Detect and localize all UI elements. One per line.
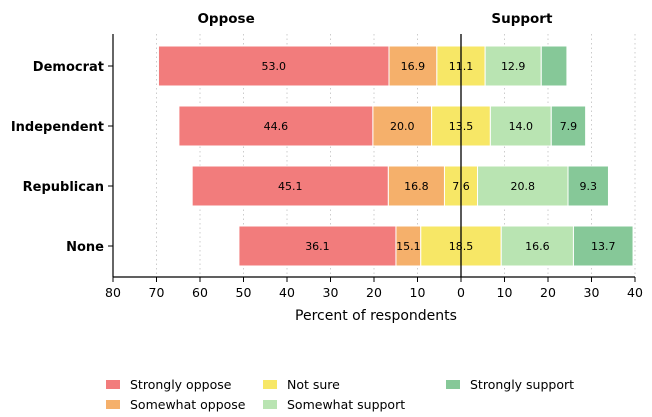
category-label: Republican: [23, 180, 104, 195]
data-label: 16.6: [525, 240, 550, 253]
legend: Strongly oppose Somewhat oppose Not sure So…: [106, 377, 626, 417]
legend-swatch: [106, 380, 120, 389]
data-label: 16.9: [401, 60, 426, 73]
legend-item: Somewhat support: [263, 397, 405, 412]
data-label: 16.8: [404, 180, 429, 193]
bar-segment: [489, 105, 552, 147]
bar-segment: [500, 225, 574, 267]
data-label: 53.0: [261, 60, 286, 73]
x-tick-label: 30: [584, 285, 600, 300]
data-label: 15.1: [396, 240, 421, 253]
data-label: 20.0: [390, 120, 415, 133]
x-tick-label: 70: [149, 285, 165, 300]
oppose-header: Oppose: [197, 11, 254, 27]
legend-swatch: [106, 400, 120, 409]
legend-label: Strongly oppose: [130, 377, 232, 392]
bar-segment: [572, 225, 634, 267]
bar-segment: [388, 45, 438, 87]
legend-item: Strongly support: [446, 377, 574, 392]
bar-segment: [477, 165, 569, 207]
data-label: 45.1: [278, 180, 303, 193]
legend-swatch: [263, 400, 277, 409]
data-label: 20.8: [511, 180, 536, 193]
category-label: None: [66, 240, 104, 255]
legend-item: Not sure: [263, 377, 340, 392]
data-label: 44.6: [264, 120, 289, 133]
x-tick-label: 40: [279, 285, 295, 300]
legend-label: Somewhat support: [287, 397, 406, 412]
bar-segment: [157, 45, 390, 87]
x-tick-label: 50: [236, 285, 252, 300]
x-tick-label: 30: [323, 285, 339, 300]
x-tick-label: 20: [540, 285, 556, 300]
x-tick-label: 10: [410, 285, 426, 300]
support-header: Support: [491, 11, 553, 27]
legend-label: Strongly support: [470, 377, 575, 392]
legend-label: Not sure: [287, 377, 340, 392]
category-label: Independent: [11, 120, 104, 135]
x-axis-label: Percent of respondents: [295, 308, 457, 324]
legend-swatch: [263, 380, 277, 389]
data-label: 36.1: [305, 240, 330, 253]
data-label: 13.7: [591, 240, 616, 253]
x-tick-label: 80: [105, 285, 121, 300]
category-label: Democrat: [33, 60, 104, 75]
data-label: 12.9: [501, 60, 526, 73]
bar-segment: [540, 45, 568, 87]
data-label: 14.0: [509, 120, 534, 133]
x-tick-label: 20: [366, 285, 382, 300]
bar-segment: [550, 105, 587, 147]
x-tick-label: 0: [457, 285, 465, 300]
data-label: 7.9: [560, 120, 578, 133]
bar-segment: [395, 225, 422, 267]
bar-segment: [238, 225, 397, 267]
bar-segment: [567, 165, 609, 207]
bar-segment: [387, 165, 445, 207]
legend-swatch: [446, 380, 460, 389]
x-tick-label: 60: [192, 285, 208, 300]
bar-segment: [191, 165, 389, 207]
bar-segment: [484, 45, 542, 87]
data-label: 9.3: [579, 180, 597, 193]
x-tick-label: 40: [627, 285, 643, 300]
x-tick-label: 10: [497, 285, 513, 300]
legend-item: Somewhat oppose: [106, 397, 246, 412]
legend-label: Somewhat oppose: [130, 397, 246, 412]
legend-item: Strongly oppose: [106, 377, 231, 392]
